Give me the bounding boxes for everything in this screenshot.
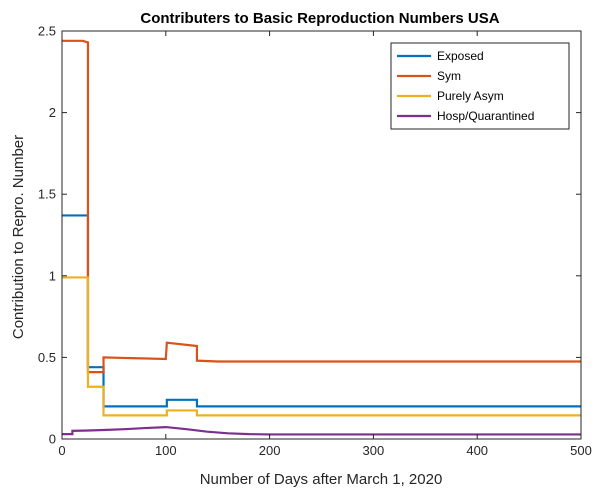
y-tick-label: 1.5 [38,187,56,202]
series-line-2 [62,39,581,374]
x-tick-label: 300 [363,443,385,458]
legend-label: Purely Asym [437,89,504,103]
y-tick-label: 0 [49,432,56,447]
legend-box [390,42,570,130]
x-tick-label: 0 [58,443,65,458]
x-tick-label: 400 [466,443,488,458]
ticks-layer: 0 100 200 300 400 500 0 0.5 1 1.5 2 2.5 [38,24,592,459]
legend-label: Exposed [437,49,484,63]
series-layer [62,39,581,436]
y-axis-label: Contribution to Repro. Number [10,135,27,339]
legend: Exposed Sym Purely Asym Hosp/Quarantined [390,42,570,130]
x-axis-label: Number of Days after March 1, 2020 [200,471,443,488]
legend-label: Sym [437,69,461,83]
x-tick-label: 500 [570,443,592,458]
y-tick-label: 2.5 [38,24,56,39]
plot-frame [61,30,582,440]
chart-title: Contributers to Basic Reproduction Numbe… [140,10,499,27]
y-tick-label: 2 [49,105,56,120]
y-tick-label: 0.5 [38,350,56,365]
series-line-3 [62,276,581,417]
y-tick-label: 1 [49,268,56,283]
series-line-4 [62,425,581,436]
x-tick-label: 100 [155,443,177,458]
legend-label: Hosp/Quarantined [437,109,534,123]
x-tick-label: 200 [259,443,281,458]
